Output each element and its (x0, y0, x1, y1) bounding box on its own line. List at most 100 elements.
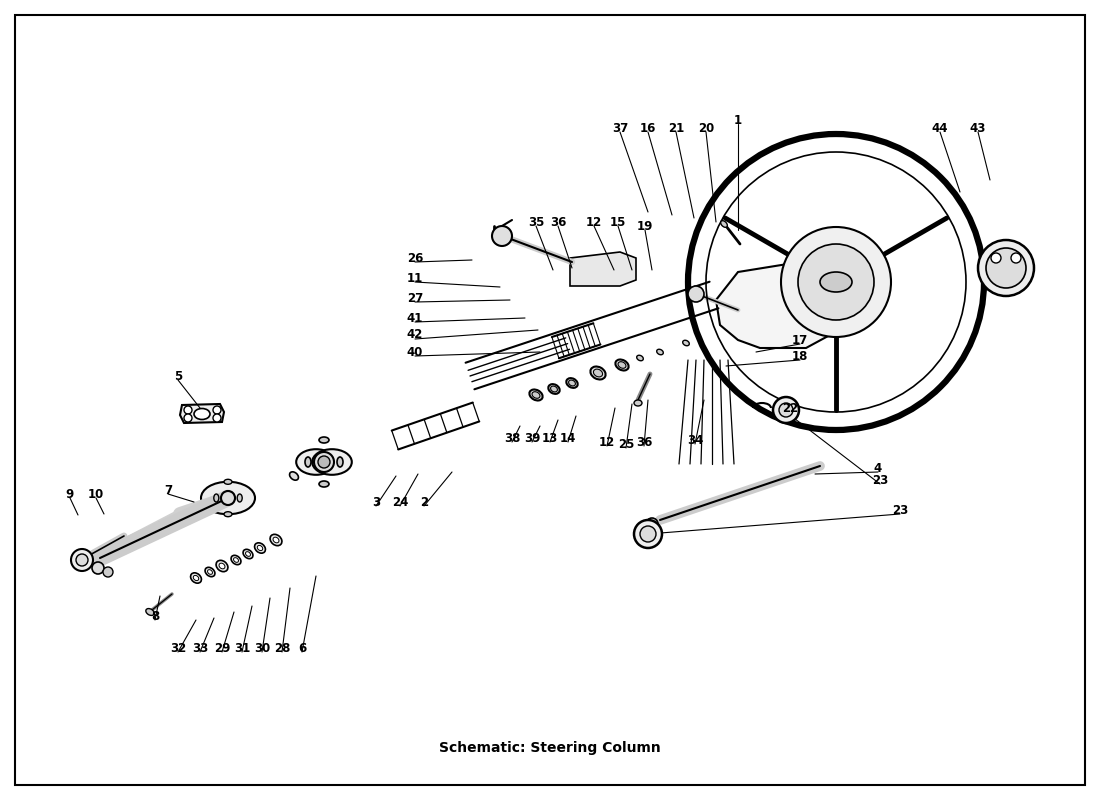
Text: 8: 8 (151, 610, 160, 622)
Ellipse shape (194, 409, 210, 419)
Circle shape (103, 567, 113, 577)
Circle shape (314, 452, 334, 472)
Ellipse shape (551, 386, 558, 392)
Text: 40: 40 (407, 346, 424, 358)
Ellipse shape (319, 437, 329, 443)
Ellipse shape (566, 378, 578, 388)
Text: 20: 20 (697, 122, 714, 134)
Ellipse shape (238, 494, 242, 502)
Ellipse shape (205, 567, 214, 577)
Ellipse shape (219, 563, 225, 569)
Text: 38: 38 (504, 431, 520, 445)
Text: 35: 35 (528, 215, 544, 229)
Circle shape (184, 406, 192, 414)
Ellipse shape (615, 359, 628, 370)
Text: 4: 4 (873, 462, 882, 474)
Polygon shape (180, 404, 224, 423)
Ellipse shape (257, 546, 263, 550)
Circle shape (213, 406, 221, 414)
Ellipse shape (305, 457, 311, 467)
Ellipse shape (618, 362, 626, 368)
Ellipse shape (637, 355, 644, 361)
Circle shape (184, 414, 192, 422)
Circle shape (1011, 253, 1021, 263)
Ellipse shape (231, 555, 241, 565)
Ellipse shape (319, 481, 329, 487)
Text: 7: 7 (164, 483, 172, 497)
Text: 29: 29 (213, 642, 230, 654)
Ellipse shape (194, 575, 199, 581)
Text: 11: 11 (407, 271, 424, 285)
Text: 1: 1 (734, 114, 742, 126)
Circle shape (781, 227, 891, 337)
Circle shape (213, 414, 221, 422)
Ellipse shape (683, 340, 690, 346)
Circle shape (634, 520, 662, 548)
Ellipse shape (569, 380, 575, 386)
Text: 5: 5 (174, 370, 183, 382)
Text: 30: 30 (254, 642, 271, 654)
Ellipse shape (296, 450, 336, 475)
Polygon shape (570, 252, 636, 286)
Ellipse shape (593, 369, 603, 377)
Circle shape (779, 403, 793, 417)
Ellipse shape (245, 552, 251, 556)
Text: 44: 44 (932, 122, 948, 134)
Circle shape (492, 226, 512, 246)
Ellipse shape (216, 560, 228, 572)
Text: 23: 23 (892, 503, 909, 517)
Text: 32: 32 (169, 642, 186, 654)
Text: 31: 31 (234, 642, 250, 654)
Text: 42: 42 (407, 329, 424, 342)
Ellipse shape (273, 537, 279, 543)
Ellipse shape (820, 272, 852, 292)
Text: 6: 6 (298, 642, 306, 654)
Ellipse shape (529, 390, 542, 401)
Text: 19: 19 (637, 219, 653, 233)
Polygon shape (716, 262, 838, 348)
Circle shape (92, 562, 104, 574)
Circle shape (798, 244, 875, 320)
Text: 21: 21 (668, 122, 684, 134)
Text: 23: 23 (872, 474, 888, 486)
Ellipse shape (208, 570, 212, 574)
Ellipse shape (224, 512, 232, 517)
Text: 43: 43 (970, 122, 987, 134)
Text: 39: 39 (524, 431, 540, 445)
Ellipse shape (190, 573, 201, 583)
Ellipse shape (224, 479, 232, 484)
Circle shape (221, 491, 235, 505)
Circle shape (978, 240, 1034, 296)
Circle shape (76, 554, 88, 566)
Text: 41: 41 (407, 311, 424, 325)
Ellipse shape (548, 384, 560, 394)
Circle shape (72, 549, 94, 571)
Text: 15: 15 (609, 215, 626, 229)
Circle shape (640, 526, 656, 542)
Text: 25: 25 (618, 438, 635, 450)
Text: 22: 22 (782, 402, 799, 414)
Text: 34: 34 (686, 434, 703, 446)
Text: 3: 3 (372, 495, 381, 509)
Text: 16: 16 (640, 122, 657, 134)
Ellipse shape (337, 457, 343, 467)
Text: 33: 33 (191, 642, 208, 654)
Text: 2: 2 (420, 495, 428, 509)
Circle shape (646, 518, 658, 530)
Ellipse shape (233, 558, 239, 562)
Ellipse shape (213, 494, 219, 502)
Ellipse shape (312, 450, 352, 475)
Circle shape (986, 248, 1026, 288)
Ellipse shape (271, 534, 282, 546)
Text: 26: 26 (407, 251, 424, 265)
Text: 36: 36 (550, 215, 566, 229)
Ellipse shape (591, 366, 606, 379)
Circle shape (773, 397, 799, 423)
Ellipse shape (146, 609, 154, 615)
Ellipse shape (289, 472, 298, 480)
Text: 28: 28 (274, 642, 290, 654)
Text: 14: 14 (560, 431, 576, 445)
Text: 27: 27 (407, 291, 424, 305)
Ellipse shape (657, 350, 663, 354)
Ellipse shape (201, 482, 255, 514)
